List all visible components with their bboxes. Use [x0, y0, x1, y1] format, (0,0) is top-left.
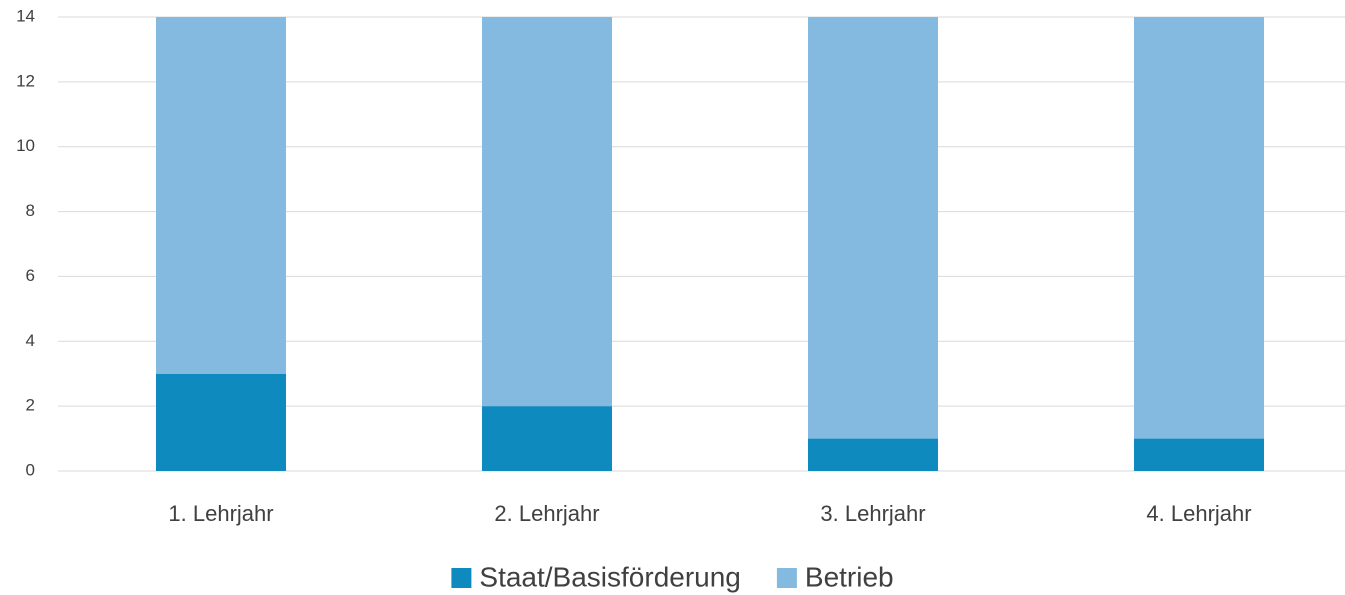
bar-segment — [482, 406, 612, 471]
y-tick-label: 8 — [26, 201, 35, 220]
legend-label: Betrieb — [805, 561, 894, 592]
y-tick-label: 14 — [16, 6, 35, 25]
y-tick-label: 6 — [26, 266, 35, 285]
bar-segment — [1134, 17, 1264, 439]
bar-segment — [808, 17, 938, 439]
legend-swatch — [776, 568, 797, 588]
bar-segment — [1134, 438, 1264, 471]
bar-segment — [808, 438, 938, 471]
bar-segment — [156, 373, 286, 471]
legend-swatch — [451, 568, 472, 588]
legend-label: Staat/Basisförderung — [479, 561, 741, 592]
x-tick-label: 2. Lehrjahr — [494, 501, 599, 526]
y-tick-label: 2 — [26, 396, 35, 415]
bar-segment — [482, 17, 612, 407]
y-tick-label: 4 — [26, 331, 35, 350]
x-tick-label: 1. Lehrjahr — [168, 501, 273, 526]
bar-segment — [156, 17, 286, 374]
y-tick-label: 10 — [16, 136, 35, 155]
x-tick-label: 4. Lehrjahr — [1146, 501, 1251, 526]
y-tick-label: 12 — [16, 71, 35, 90]
y-tick-label: 0 — [26, 460, 35, 479]
x-tick-label: 3. Lehrjahr — [820, 501, 925, 526]
